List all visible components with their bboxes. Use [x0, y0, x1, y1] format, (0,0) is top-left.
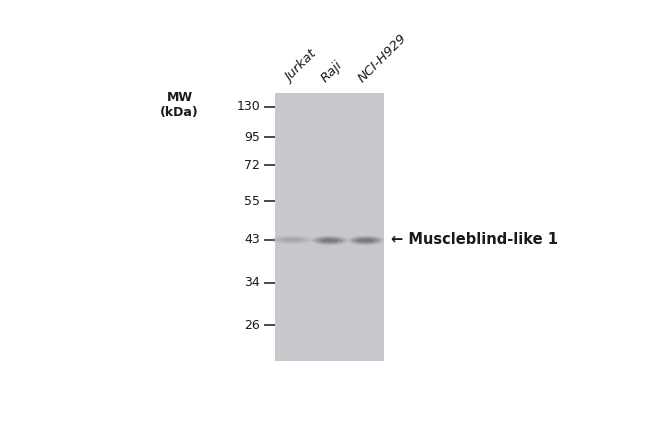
Text: 55: 55	[244, 195, 260, 208]
Bar	[275, 93, 384, 361]
Text: 26: 26	[244, 319, 260, 332]
Text: Raji: Raji	[319, 58, 346, 85]
Ellipse shape	[357, 238, 374, 242]
Text: 34: 34	[244, 276, 260, 289]
Text: 95: 95	[244, 131, 260, 144]
Ellipse shape	[275, 237, 309, 243]
Text: 130: 130	[237, 100, 260, 113]
Text: 72: 72	[244, 159, 260, 172]
Ellipse shape	[316, 237, 343, 243]
Ellipse shape	[270, 235, 313, 244]
Ellipse shape	[312, 235, 347, 245]
Text: NCI-H929: NCI-H929	[355, 31, 409, 85]
Ellipse shape	[348, 235, 384, 245]
Text: ← Muscleblind-like 1: ← Muscleblind-like 1	[391, 232, 558, 247]
Text: MW
(kDa): MW (kDa)	[160, 91, 199, 119]
Text: 43: 43	[244, 233, 260, 246]
Ellipse shape	[352, 237, 380, 243]
Text: Jurkat: Jurkat	[283, 48, 319, 85]
Ellipse shape	[281, 238, 302, 241]
Ellipse shape	[321, 238, 339, 242]
